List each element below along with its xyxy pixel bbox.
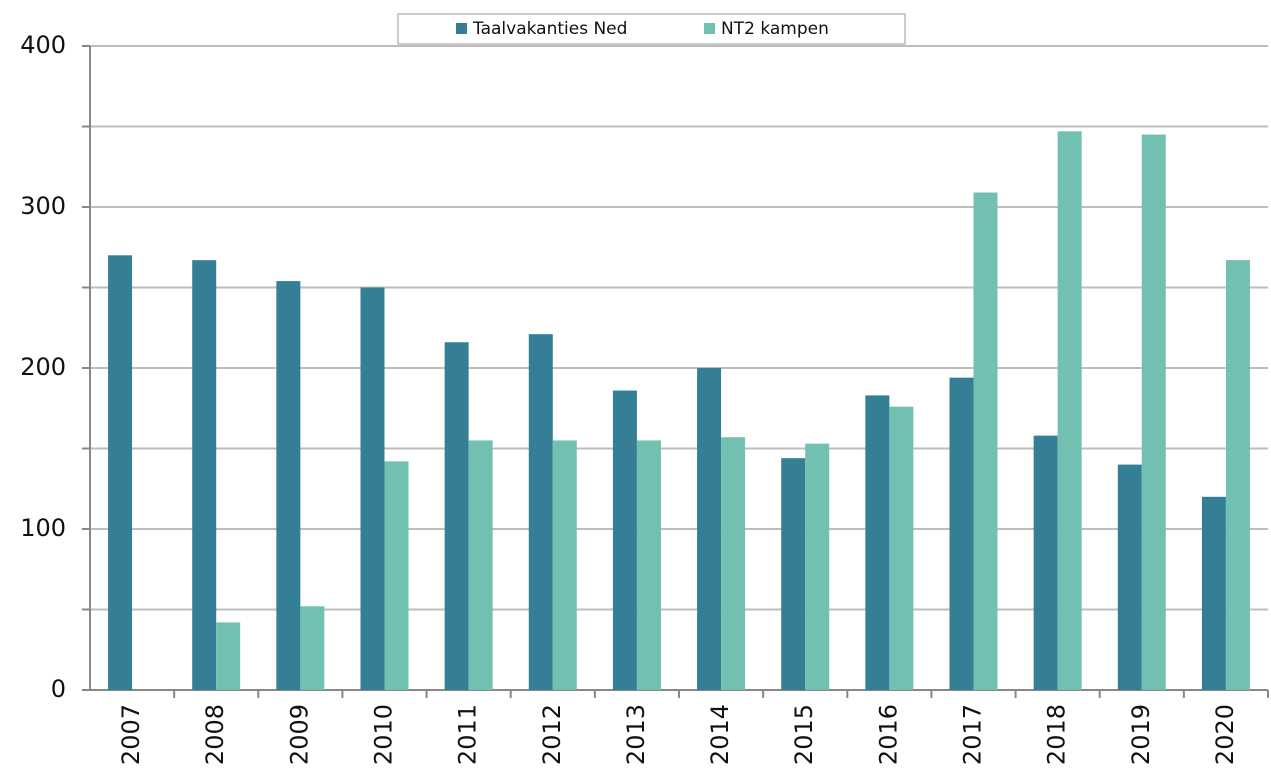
y-tick-label: 100 [20, 514, 66, 542]
bar [1141, 134, 1166, 691]
x-tick-label: 2011 [454, 704, 482, 765]
x-tick-label: 2020 [1211, 704, 1239, 765]
bar [192, 260, 217, 690]
bar [552, 440, 577, 690]
bar [636, 440, 661, 690]
legend-swatch [704, 23, 715, 34]
y-tick-label: 0 [51, 675, 66, 703]
bar [865, 395, 890, 690]
x-tick-label: 2019 [1127, 704, 1155, 765]
bar [1201, 496, 1226, 690]
bar [216, 622, 241, 690]
bar [1117, 464, 1142, 690]
bar [360, 287, 385, 690]
x-tick-label: 2012 [538, 704, 566, 765]
bar [300, 606, 325, 690]
x-tick-label: 2009 [285, 704, 313, 765]
legend-label: NT2 kampen [721, 19, 829, 39]
legend-label: Taalvakanties Ned [472, 19, 627, 39]
bar [444, 342, 469, 690]
x-tick-label: 2010 [370, 704, 398, 765]
x-tick-label: 2008 [201, 704, 229, 765]
bar [889, 406, 914, 690]
bar [781, 458, 806, 690]
y-tick-label: 400 [20, 31, 66, 59]
y-tick-label: 200 [20, 353, 66, 381]
x-tick-label: 2018 [1043, 704, 1071, 765]
bar [528, 334, 553, 690]
bar [384, 461, 409, 690]
x-tick-label: 2016 [874, 704, 902, 765]
x-tick-label: 2007 [117, 704, 145, 765]
bar [973, 192, 998, 690]
x-tick-label: 2014 [706, 704, 734, 765]
legend-box [397, 13, 906, 45]
bar [805, 443, 830, 690]
bar [721, 437, 746, 690]
x-tick-label: 2013 [622, 704, 650, 765]
bar [1057, 131, 1082, 690]
bar [276, 281, 301, 690]
bar [1225, 260, 1250, 690]
bar [1033, 435, 1058, 690]
x-tick-label: 2015 [790, 704, 818, 765]
legend-swatch [456, 23, 467, 34]
x-tick-label: 2017 [959, 704, 987, 765]
bar [468, 440, 493, 690]
y-tick-label: 300 [20, 192, 66, 220]
bar [949, 377, 974, 690]
bar [108, 255, 133, 691]
bar [697, 368, 722, 690]
bar [612, 390, 637, 690]
